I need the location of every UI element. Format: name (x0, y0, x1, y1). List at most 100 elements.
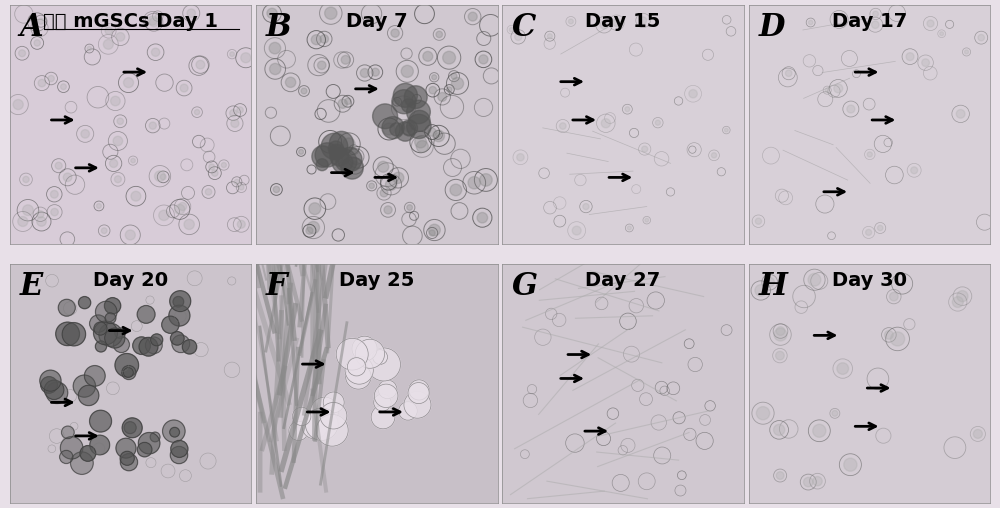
Circle shape (122, 418, 142, 438)
Circle shape (105, 27, 112, 35)
Circle shape (330, 147, 349, 166)
Circle shape (391, 29, 399, 37)
Circle shape (230, 110, 237, 117)
Circle shape (184, 219, 194, 230)
Circle shape (148, 16, 157, 25)
Circle shape (105, 313, 116, 324)
Circle shape (115, 354, 139, 377)
Circle shape (312, 146, 333, 167)
Circle shape (221, 163, 226, 168)
Circle shape (237, 220, 245, 228)
Text: Day 20: Day 20 (93, 271, 168, 290)
Circle shape (336, 338, 368, 370)
Circle shape (299, 149, 304, 154)
Circle shape (120, 454, 138, 471)
Circle shape (116, 438, 136, 458)
Circle shape (163, 420, 185, 442)
Circle shape (323, 392, 344, 412)
Circle shape (952, 297, 963, 307)
Circle shape (311, 35, 321, 45)
Circle shape (825, 88, 829, 92)
Circle shape (44, 380, 64, 399)
Text: H: H (758, 271, 787, 302)
Circle shape (432, 75, 437, 80)
Circle shape (547, 34, 552, 39)
Circle shape (560, 123, 566, 130)
Circle shape (124, 78, 134, 87)
Circle shape (755, 218, 762, 225)
Circle shape (480, 174, 492, 186)
Text: Day 7: Day 7 (346, 12, 408, 31)
Text: D: D (758, 12, 785, 43)
Circle shape (151, 334, 163, 346)
Circle shape (179, 202, 187, 210)
Circle shape (84, 366, 105, 386)
Circle shape (34, 40, 40, 46)
Circle shape (395, 100, 400, 104)
Circle shape (927, 20, 934, 27)
Circle shape (159, 210, 169, 220)
Circle shape (515, 33, 522, 41)
Circle shape (87, 46, 92, 51)
Circle shape (625, 107, 630, 112)
Circle shape (194, 110, 200, 115)
Circle shape (911, 167, 918, 174)
Circle shape (416, 141, 428, 152)
Circle shape (307, 221, 319, 234)
Circle shape (711, 153, 717, 158)
Circle shape (755, 284, 767, 296)
Text: A: A (20, 12, 43, 43)
Circle shape (173, 297, 184, 307)
Circle shape (122, 366, 136, 379)
Circle shape (187, 9, 196, 17)
Circle shape (196, 60, 205, 69)
Circle shape (131, 158, 135, 163)
Circle shape (384, 206, 392, 214)
Circle shape (774, 328, 787, 341)
Circle shape (371, 68, 379, 76)
Circle shape (978, 35, 984, 41)
Circle shape (336, 154, 353, 171)
Circle shape (306, 227, 313, 234)
Circle shape (302, 414, 327, 439)
Circle shape (317, 61, 326, 70)
Text: C: C (512, 12, 536, 43)
Circle shape (866, 230, 872, 235)
Circle shape (104, 298, 121, 314)
Circle shape (145, 337, 162, 354)
Circle shape (99, 323, 122, 346)
Circle shape (402, 99, 415, 112)
Circle shape (355, 339, 385, 368)
Circle shape (873, 11, 878, 17)
Circle shape (889, 292, 898, 301)
Circle shape (371, 405, 395, 429)
Circle shape (103, 40, 113, 49)
Circle shape (415, 136, 427, 148)
Circle shape (110, 160, 118, 168)
Circle shape (808, 20, 813, 25)
Circle shape (289, 421, 308, 440)
Circle shape (151, 48, 160, 56)
Circle shape (803, 478, 813, 487)
Circle shape (311, 397, 338, 425)
Circle shape (374, 394, 391, 411)
Circle shape (209, 164, 215, 170)
Circle shape (171, 440, 188, 457)
Circle shape (101, 228, 107, 234)
Circle shape (393, 172, 404, 183)
Circle shape (832, 410, 838, 417)
Circle shape (776, 471, 784, 480)
Circle shape (60, 437, 83, 459)
Circle shape (347, 358, 366, 376)
Circle shape (48, 75, 54, 82)
Circle shape (847, 105, 855, 113)
Text: F: F (266, 271, 287, 302)
Circle shape (78, 297, 91, 309)
Circle shape (160, 174, 166, 180)
Circle shape (23, 205, 33, 215)
Circle shape (450, 184, 462, 196)
Circle shape (600, 21, 608, 29)
Circle shape (689, 89, 697, 98)
Circle shape (270, 64, 281, 75)
Text: E: E (20, 271, 43, 302)
